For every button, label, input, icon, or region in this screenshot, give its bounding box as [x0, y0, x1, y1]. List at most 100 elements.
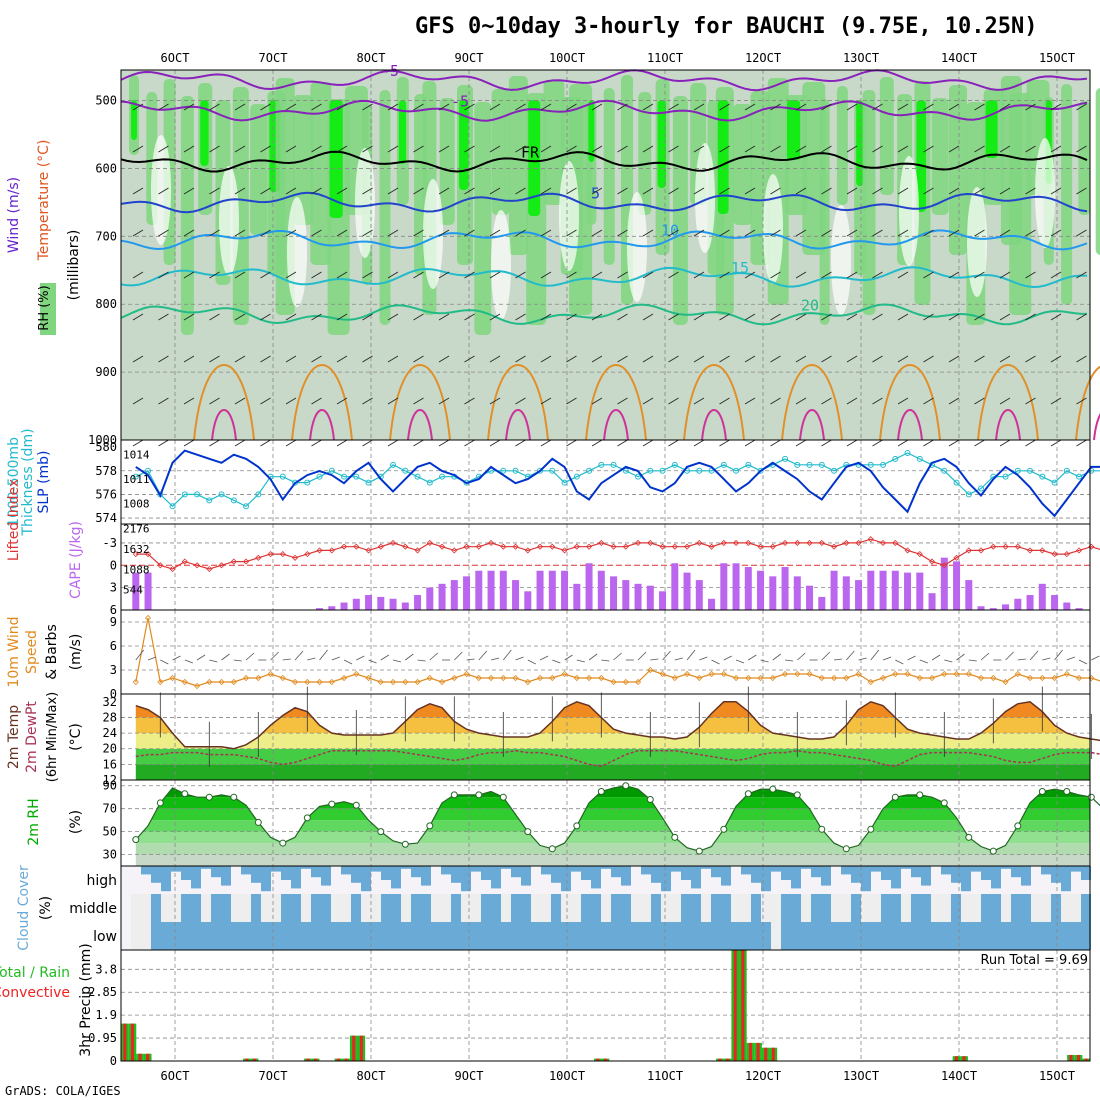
cape-bar	[695, 580, 703, 610]
lifted-index-point	[536, 543, 544, 550]
upper-wind-barb	[872, 439, 883, 447]
upper-wind-barb	[974, 313, 985, 321]
wind-barb	[1042, 657, 1051, 661]
thickness-point	[720, 461, 727, 468]
upper-wind-barb	[362, 145, 373, 153]
thickness-point	[341, 473, 348, 480]
lifted-index-point	[806, 539, 813, 547]
upper-wind-barb	[693, 103, 705, 111]
upper-wind-barb	[540, 145, 552, 153]
upper-wind-barb	[464, 145, 475, 153]
wind-barb	[588, 653, 598, 661]
precip-convective-bar	[764, 1047, 768, 1061]
cape-bar	[965, 580, 973, 610]
cape-bar	[732, 563, 740, 610]
upper-wind-barb	[1076, 397, 1087, 405]
upper-wind-barb	[948, 103, 960, 111]
cloud-middle-bar	[1071, 894, 1081, 922]
thickness-point	[806, 461, 813, 468]
upper-wind-barb	[821, 439, 832, 447]
upper-wind-barb	[795, 439, 807, 447]
upper-wind-barb	[209, 355, 220, 363]
cloud-low-bar	[831, 922, 841, 950]
thickness-point	[659, 467, 666, 474]
wind-barb	[147, 656, 157, 661]
cloud-low-bar	[321, 922, 331, 950]
precip-convective-bar	[756, 1042, 760, 1061]
cloud-low-bar	[311, 922, 321, 950]
upper-wind-barb	[438, 439, 450, 447]
cloud-low-bar	[431, 922, 441, 950]
cloud-middle-bar	[501, 894, 511, 922]
isotherm-line	[120, 303, 1087, 326]
rh-column	[733, 104, 753, 225]
wind-speed-point	[757, 674, 764, 682]
isotherm-30-bump	[309, 409, 335, 441]
wind-speed-point	[573, 674, 580, 682]
upper-wind-barb	[744, 313, 756, 321]
cloud-low-bar	[531, 922, 541, 950]
upper-wind-barb	[209, 145, 220, 153]
upper-wind-barb	[183, 313, 195, 321]
wind-barb	[723, 655, 732, 661]
rh-point	[352, 801, 360, 809]
thickness-point	[622, 467, 629, 474]
wind-barb	[772, 653, 782, 661]
rh-point	[328, 800, 336, 808]
upper-wind-barb	[438, 229, 450, 237]
upper-wind-barb	[515, 145, 526, 153]
wind-barb	[882, 656, 892, 661]
lifted-index-point	[941, 562, 948, 569]
cloud-middle-bar	[261, 894, 271, 922]
wind-barb	[834, 658, 843, 661]
wind-speed-point	[316, 678, 323, 686]
thickness-point	[500, 467, 507, 474]
upper-wind-barb	[948, 397, 960, 405]
wind-speed-point	[843, 674, 850, 682]
rh-band	[135, 854, 1090, 866]
cape-bar	[1063, 602, 1071, 610]
upper-wind-barb	[362, 313, 373, 321]
upper-wind-barb	[744, 187, 756, 195]
upper-wind-barb	[642, 187, 654, 195]
upper-wind-barb	[668, 355, 679, 363]
rh-column-high	[985, 100, 998, 158]
upper-wind-barb	[413, 271, 424, 279]
upper-wind-barb	[999, 439, 1011, 447]
wind-speed-point	[353, 670, 360, 678]
wind-speed-point	[181, 678, 188, 686]
upper-wind-barb	[719, 229, 730, 237]
wind-speed-point	[451, 674, 458, 682]
lifted-index-point	[696, 539, 703, 547]
wind-speed-point	[867, 678, 874, 686]
upper-wind-barb	[999, 313, 1011, 321]
upper-wind-barb	[897, 355, 909, 363]
thickness-point	[647, 467, 654, 474]
cloud-high-bar	[371, 866, 381, 872]
cloud-high-bar	[701, 866, 711, 869]
thickness-point	[549, 467, 556, 474]
cloud-high-bar	[281, 866, 291, 880]
cloud-middle-bar	[221, 894, 231, 922]
upper-wind-barb	[209, 397, 220, 405]
rh-column-high	[459, 100, 469, 190]
upper-wind-barb	[1076, 439, 1087, 447]
wind-speed-point	[892, 670, 899, 678]
cape-bar	[634, 583, 642, 610]
rh-column	[836, 86, 848, 205]
upper-wind-barb	[617, 397, 628, 405]
cloud-high-bar	[661, 866, 671, 892]
thickness-point	[402, 467, 409, 474]
wind-speed-point	[242, 674, 250, 682]
cloud-high-bar	[721, 866, 731, 886]
upper-wind-barb	[311, 145, 322, 153]
wind-barb	[637, 651, 647, 661]
x-tick-label-bottom: 6OCT	[161, 1069, 190, 1083]
rh-column-high	[588, 100, 595, 162]
cloud-middle-bar	[161, 894, 171, 922]
upper-wind-barb	[387, 187, 399, 195]
wind-speed-point	[1063, 670, 1070, 678]
cloud-low-bar	[661, 922, 671, 950]
upper-wind-barb	[260, 145, 271, 153]
lifted-index-point	[708, 543, 715, 550]
